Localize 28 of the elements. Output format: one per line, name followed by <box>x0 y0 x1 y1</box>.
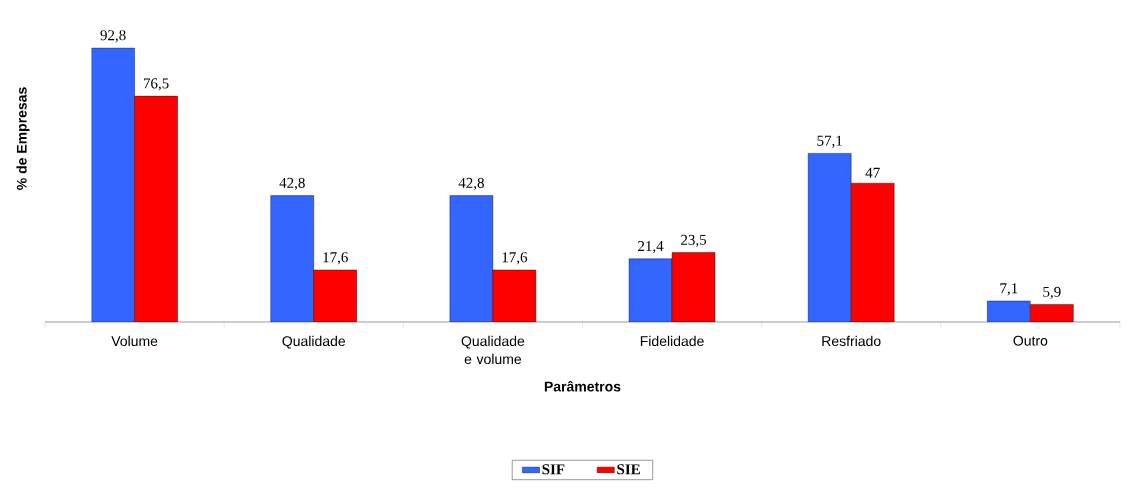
bar <box>1030 304 1074 322</box>
legend-label: SIE <box>617 464 640 475</box>
x-tick-label: Qualidade e volume <box>461 335 525 365</box>
data-label: 76,5 <box>143 78 169 91</box>
x-tick-label: Fidelidade <box>640 335 704 347</box>
data-label: 42,8 <box>458 177 484 191</box>
bar <box>134 96 178 322</box>
x-tick-label: Outro <box>1013 335 1048 346</box>
bar <box>313 270 357 322</box>
data-label: 21,4 <box>638 241 664 254</box>
bar <box>492 270 536 322</box>
y-axis-title: % de Empresas <box>16 87 30 190</box>
data-label: 57,1 <box>817 135 842 148</box>
data-label: 17,6 <box>323 252 348 265</box>
legend-label: SIF <box>542 464 565 475</box>
bar <box>672 252 716 322</box>
data-label: 17,6 <box>502 252 528 265</box>
data-label: 42,8 <box>279 177 305 191</box>
x-tick-label: Resfriado <box>822 335 881 347</box>
x-tick-label: Qualidade <box>282 335 346 349</box>
data-label: 92,8 <box>100 30 126 43</box>
x-axis-title: Parâmetros <box>544 380 621 392</box>
x-tick-label: Volume <box>111 335 158 347</box>
data-label: 7,1 <box>1000 283 1018 296</box>
data-label: 23,5 <box>681 234 707 248</box>
data-label: 47 <box>865 167 880 178</box>
bar <box>851 183 895 322</box>
data-label: 5,9 <box>1043 286 1061 300</box>
